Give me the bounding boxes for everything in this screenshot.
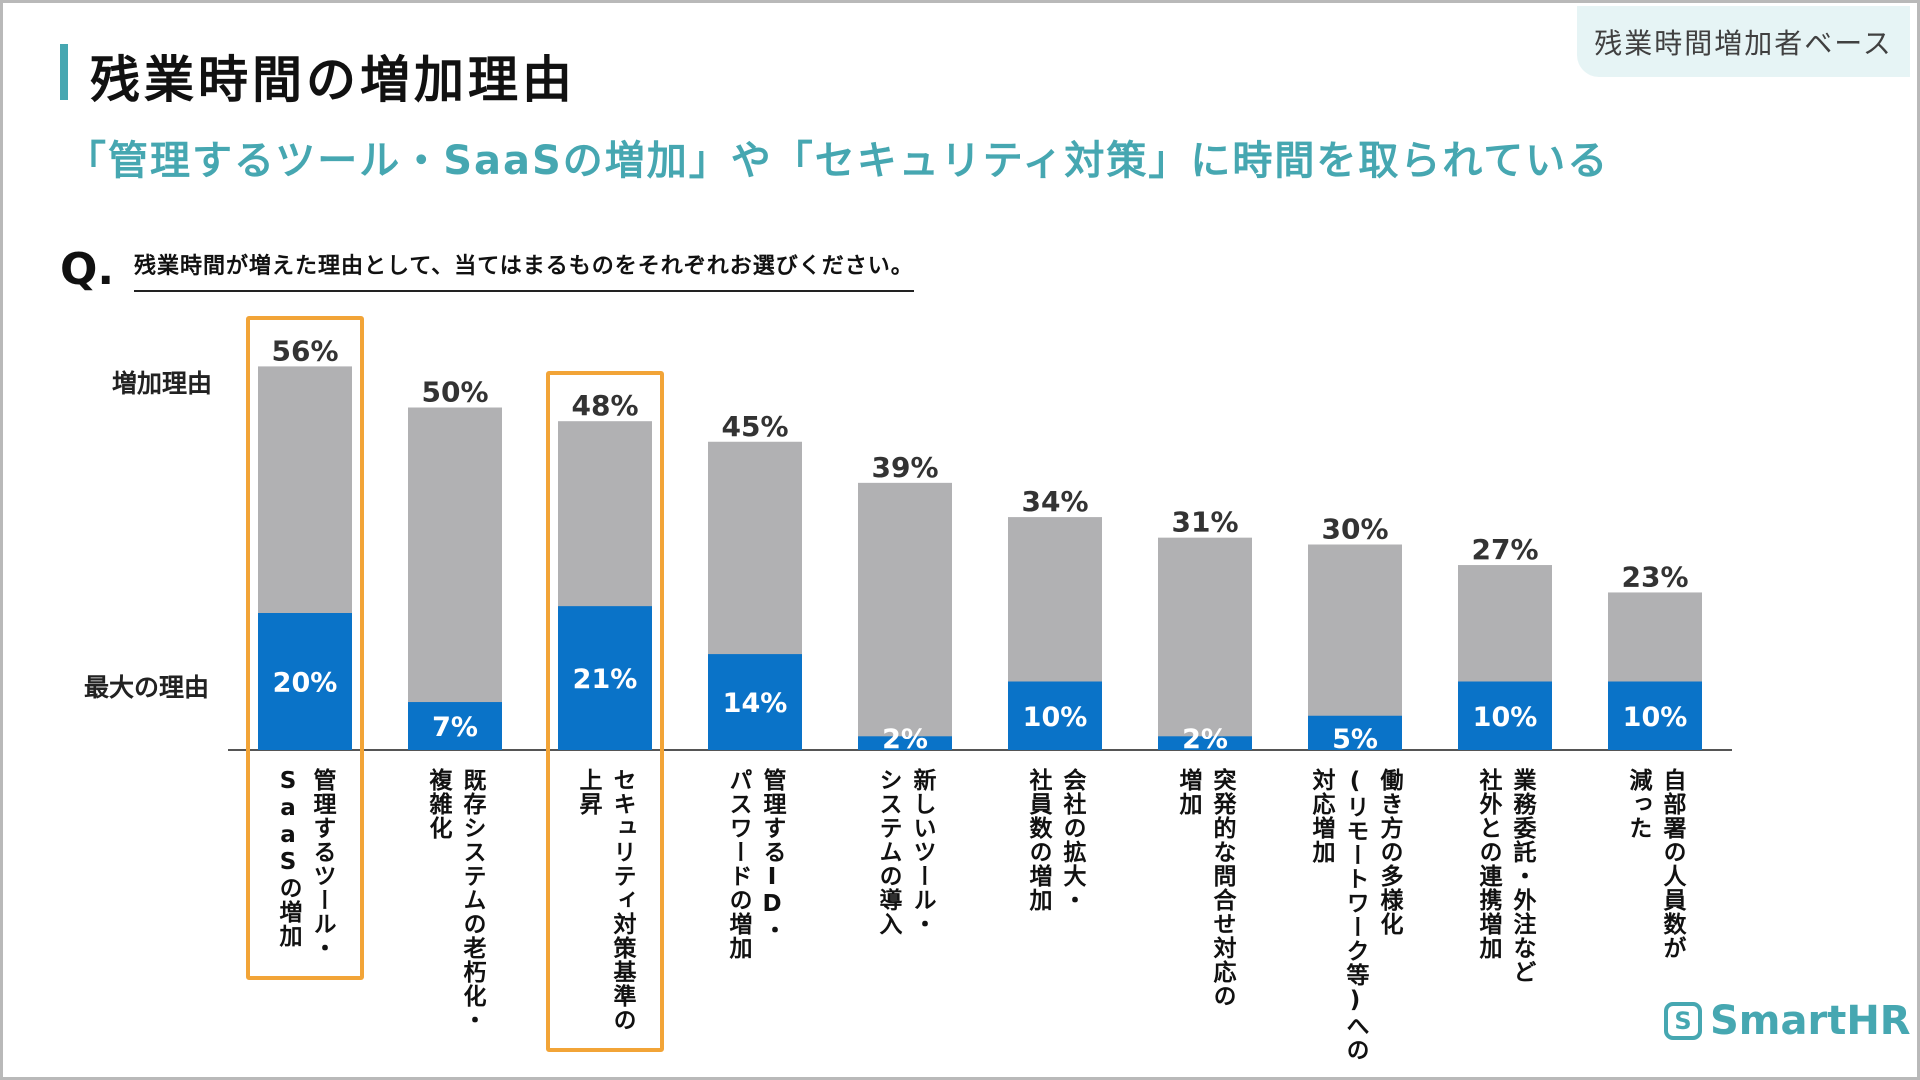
logo-mark-icon: S — [1664, 1002, 1702, 1040]
bar-max-reason — [408, 702, 502, 750]
bar-max-reason — [558, 606, 652, 750]
data-label-total: 50% — [421, 376, 488, 409]
bar-total — [1158, 537, 1252, 750]
bar-max-reason — [708, 654, 802, 750]
bar-max-reason — [258, 613, 352, 750]
category-label: 管理するID・ パスワードの増加 — [725, 768, 785, 960]
data-label-total: 56% — [271, 334, 338, 367]
base-badge: 残業時間増加者ベース — [1577, 6, 1910, 77]
bar-max-reason — [1458, 681, 1552, 750]
data-label-max: 5% — [1332, 724, 1378, 755]
data-label-max: 2% — [1182, 724, 1228, 755]
category-label: 管理するツール・ SaaSの増加 — [275, 768, 335, 960]
title-accent-bar — [60, 44, 68, 100]
bar-max-reason — [1008, 681, 1102, 750]
data-label-max: 10% — [1623, 702, 1688, 733]
data-label-total: 34% — [1021, 485, 1088, 518]
highlight-box — [546, 371, 664, 1052]
bar-max-reason — [858, 736, 952, 750]
data-label-total: 39% — [871, 451, 938, 484]
data-label-max: 2% — [882, 724, 928, 755]
data-label-max: 14% — [723, 688, 788, 719]
category-label: 自部署の人員数が 減った — [1625, 768, 1685, 960]
page-subtitle: 「管理するツール・SaaSの増加」や「セキュリティ対策」に時間を取られている — [66, 138, 1610, 184]
data-label-total: 23% — [1621, 560, 1688, 593]
row-label-total: 増加理由 — [112, 369, 213, 398]
data-label-total: 45% — [721, 410, 788, 443]
data-label-max: 10% — [1473, 702, 1538, 733]
data-label-max: 20% — [273, 668, 338, 699]
data-label-total: 31% — [1171, 506, 1238, 539]
category-label: 会社の拡大・ 社員数の増加 — [1025, 768, 1085, 912]
data-label-max: 21% — [573, 664, 638, 695]
category-label: 突発的な問合せ対応の 増加 — [1175, 768, 1235, 1008]
data-label-max: 7% — [432, 712, 478, 743]
category-label: 働き方の多様化 (リモートワーク等)への 対応増加 — [1308, 768, 1402, 1062]
logo-text: SmartHR — [1710, 998, 1911, 1044]
bar-total — [858, 482, 952, 750]
category-label: 新しいツール・ システムの導入 — [875, 768, 935, 936]
highlight-box — [246, 316, 364, 980]
row-label-max: 最大の理由 — [84, 673, 210, 702]
data-label-max: 10% — [1023, 702, 1088, 733]
data-label-total: 30% — [1321, 513, 1388, 546]
bar-max-reason — [1308, 715, 1402, 750]
data-label-total: 48% — [571, 389, 638, 422]
category-label: セキュリティ対策基準の 上昇 — [575, 768, 635, 1032]
bar-max-reason — [1158, 736, 1252, 750]
bar-total — [408, 407, 502, 750]
category-label: 既存システムの老朽化・ 複雑化 — [425, 768, 485, 1032]
category-label: 業務委託・外注など 社外との連携増加 — [1475, 768, 1535, 984]
bar-max-reason — [1608, 681, 1702, 750]
data-label-total: 27% — [1471, 533, 1538, 566]
question-mark: Q. — [60, 244, 115, 295]
question-text: 残業時間が増えた理由として、当てはまるものをそれぞれお選びください。 — [134, 248, 914, 292]
page-title: 残業時間の増加理由 — [90, 51, 576, 109]
smarthr-logo: S SmartHR — [1664, 998, 1911, 1044]
